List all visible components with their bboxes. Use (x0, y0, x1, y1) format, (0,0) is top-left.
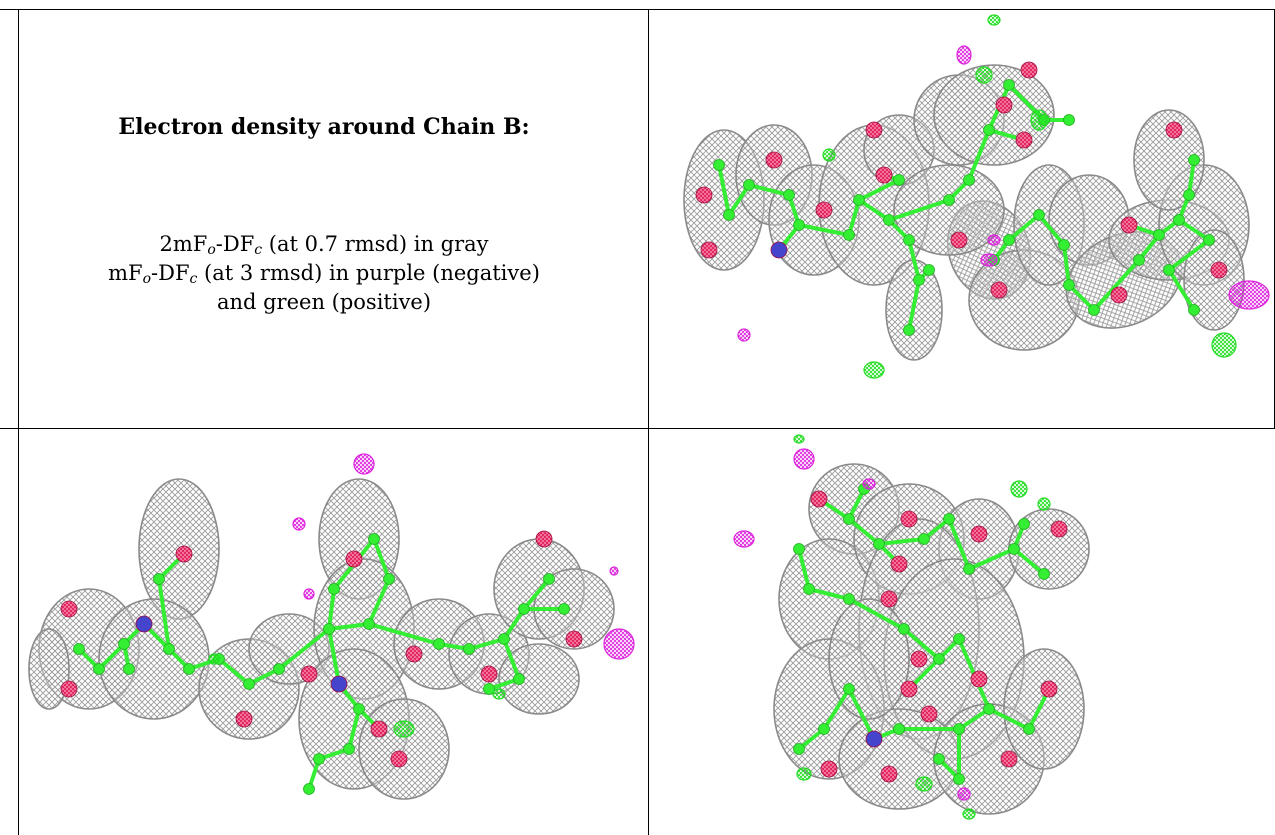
table-border-left (18, 9, 19, 835)
caption-title: Electron density around Chain B: (118, 114, 530, 140)
table-border-middle (0, 428, 1275, 429)
density-image-top-right (683, 14, 1270, 379)
density-image-bottom-left (28, 453, 635, 800)
density-view-top-right (649, 10, 1274, 428)
caption-line-green: and green (positive) (216, 290, 432, 314)
atom-spheres (695, 61, 1228, 336)
table-border-center (648, 9, 649, 835)
gray-density-mesh (28, 478, 615, 800)
difference-density-blobs (208, 453, 635, 738)
density-view-bottom-right (649, 429, 1275, 835)
caption-legend: 2mFo-DFc (at 0.7 rmsd) in gray mFo-DFc (… (19, 230, 648, 317)
table-border-top (0, 9, 1275, 10)
caption-line-purple: mFo-DFc (at 3 rmsd) in purple (negative) (108, 261, 540, 287)
atom-spheres (60, 530, 583, 795)
density-image-bottom-right (733, 434, 1090, 820)
caption-line-gray: 2mFo-DFc (at 0.7 rmsd) in gray (159, 232, 489, 258)
gray-density-mesh (773, 463, 1090, 815)
density-view-bottom-left (19, 429, 648, 835)
difference-density-blobs (737, 14, 1270, 379)
atom-spheres (793, 483, 1068, 785)
gray-density-mesh (683, 64, 1250, 361)
caption-cell: Electron density around Chain B: 2mFo-DF… (19, 10, 648, 428)
difference-density-blobs (733, 434, 1051, 820)
